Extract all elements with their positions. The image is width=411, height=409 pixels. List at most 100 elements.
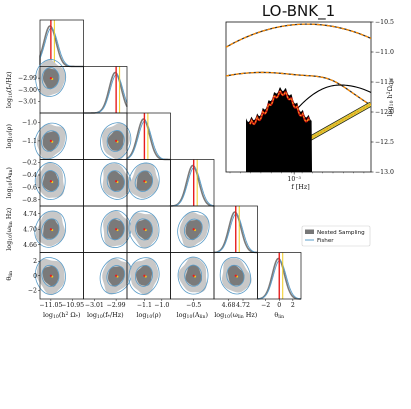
label-part: f (5, 87, 13, 90)
y-tick-label: −0.8 (22, 197, 37, 204)
marginal-fisher (126, 120, 171, 160)
x-tick-label: −1.1 (137, 302, 152, 309)
label-part: H (246, 311, 252, 319)
label-part: lin (278, 314, 284, 320)
label-part: log (177, 311, 187, 319)
x-axis-label: log10(f*/Hz) (87, 311, 124, 320)
x-axis-label: θlin (274, 311, 284, 320)
truth-point (115, 139, 118, 142)
subplot-4-1 (83, 205, 132, 253)
subplot-3-0: −0.2 −0.4 −0.6 −0.8 log10(Alin) (5, 159, 84, 207)
label-part: [ (296, 183, 299, 191)
label-part: ) (5, 167, 13, 170)
fisher-2sigma (128, 257, 160, 295)
label-part: ρ (5, 126, 13, 130)
truth-point (143, 180, 146, 183)
y-axis-label: log10(f*/Hz) (5, 71, 14, 108)
y-tick-label: −3.00 (18, 87, 37, 94)
y-tick-label: −1.0 (22, 119, 37, 126)
y-tick-label: 4.66 (23, 242, 37, 249)
label-part: H (112, 311, 118, 319)
label-part: / (110, 311, 113, 319)
fisher-2sigma (177, 256, 209, 295)
fisher-1sigma (41, 130, 60, 152)
y-tick-label: 2 (33, 258, 37, 265)
y-tick-label: −12.0 (375, 109, 394, 116)
y-tick-label: −12.5 (375, 139, 394, 146)
label-part: H (5, 77, 13, 83)
fisher-1sigma (134, 170, 154, 192)
y-tick-label: 0 (33, 273, 37, 280)
subplot-4-3 (170, 205, 215, 253)
y-tick-label: 4.74 (23, 211, 37, 218)
label-part: ( (5, 130, 13, 133)
fisher-1sigma (106, 130, 125, 152)
x-tick-label: 10−3 (287, 175, 301, 183)
x-axis-label: log10(h2 Ω*) (43, 311, 81, 320)
label-part: 10 (187, 314, 193, 320)
truth-point (115, 180, 118, 183)
label-part: 2 (65, 311, 68, 317)
label-part: ( (59, 311, 62, 319)
x-tick-label: −0.5 (186, 302, 201, 309)
label-part: ) (255, 311, 258, 319)
label-part: ω (233, 311, 238, 319)
label-part: lin (8, 221, 14, 227)
fisher-1sigma (226, 264, 245, 287)
corner-plot: −2.99−3.00−3.01log10(f*/Hz)−1.0−1.1log10… (5, 19, 302, 320)
label-part: 10 (8, 183, 14, 189)
truth-point (143, 274, 146, 277)
label-part: z (5, 210, 13, 214)
label-part: log (5, 188, 13, 198)
y-tick-label: −13.0 (375, 169, 394, 176)
label-part: A (194, 311, 200, 319)
noise-curve (226, 23, 371, 48)
label-part: ρ (155, 311, 159, 319)
y-tick-label: −11.5 (375, 79, 394, 86)
label-part: ( (152, 311, 155, 319)
label-part: log (5, 98, 13, 108)
subplot-frame (83, 66, 128, 114)
fisher-2sigma (128, 210, 160, 249)
label-part: log (87, 311, 97, 319)
x-tick-label: −2 (261, 302, 270, 309)
label-part: ) (5, 208, 13, 211)
x-tick-label: −11.05 (39, 302, 62, 309)
truth-point (192, 274, 195, 277)
subplot-2-2 (126, 112, 171, 161)
marginal-nested (126, 118, 171, 161)
fisher-1sigma (134, 264, 153, 287)
label-part: log (214, 311, 224, 319)
marginal-nested (83, 71, 128, 114)
fisher-2sigma (100, 210, 132, 248)
subplot-4-4 (213, 205, 258, 254)
label-part: z (118, 311, 122, 319)
label-part: ) (121, 311, 124, 319)
marginal-fisher (170, 167, 215, 207)
x-axis-label: log10(Alin) (177, 311, 208, 320)
noise-curve-dashed (226, 71, 371, 107)
x-tick-label: 4.68 (222, 302, 236, 309)
y-axis-label: log10(ρ) (5, 124, 14, 149)
x-axis-label: f [Hz] (291, 183, 309, 191)
fisher-2sigma (34, 210, 67, 248)
label-part: 10 (146, 314, 152, 320)
label-part: log (43, 311, 53, 319)
y-tick-label: −10.5 (375, 19, 394, 26)
subplot-4-0: 4.74 4.70 4.66 log10(ωlin Hz) (5, 205, 84, 253)
y-tick-label: −3.01 (18, 98, 37, 105)
truth-point (49, 77, 52, 80)
fisher-1sigma (41, 218, 60, 241)
y-axis-label: log10(Alin) (5, 167, 14, 198)
label-part: ( (5, 180, 13, 183)
label-part: H (298, 183, 304, 191)
subplot-5-5: −2 0 2 θlin (256, 252, 302, 320)
fisher-1sigma (106, 170, 125, 193)
truth-point (143, 228, 146, 231)
label-part: Ω (386, 86, 394, 91)
label-part: 10 (389, 100, 395, 106)
label-part: 10 (53, 314, 59, 320)
label-part: lin (238, 314, 244, 320)
subplot-0-0 (39, 19, 84, 68)
subplot-3-3 (169, 159, 215, 207)
